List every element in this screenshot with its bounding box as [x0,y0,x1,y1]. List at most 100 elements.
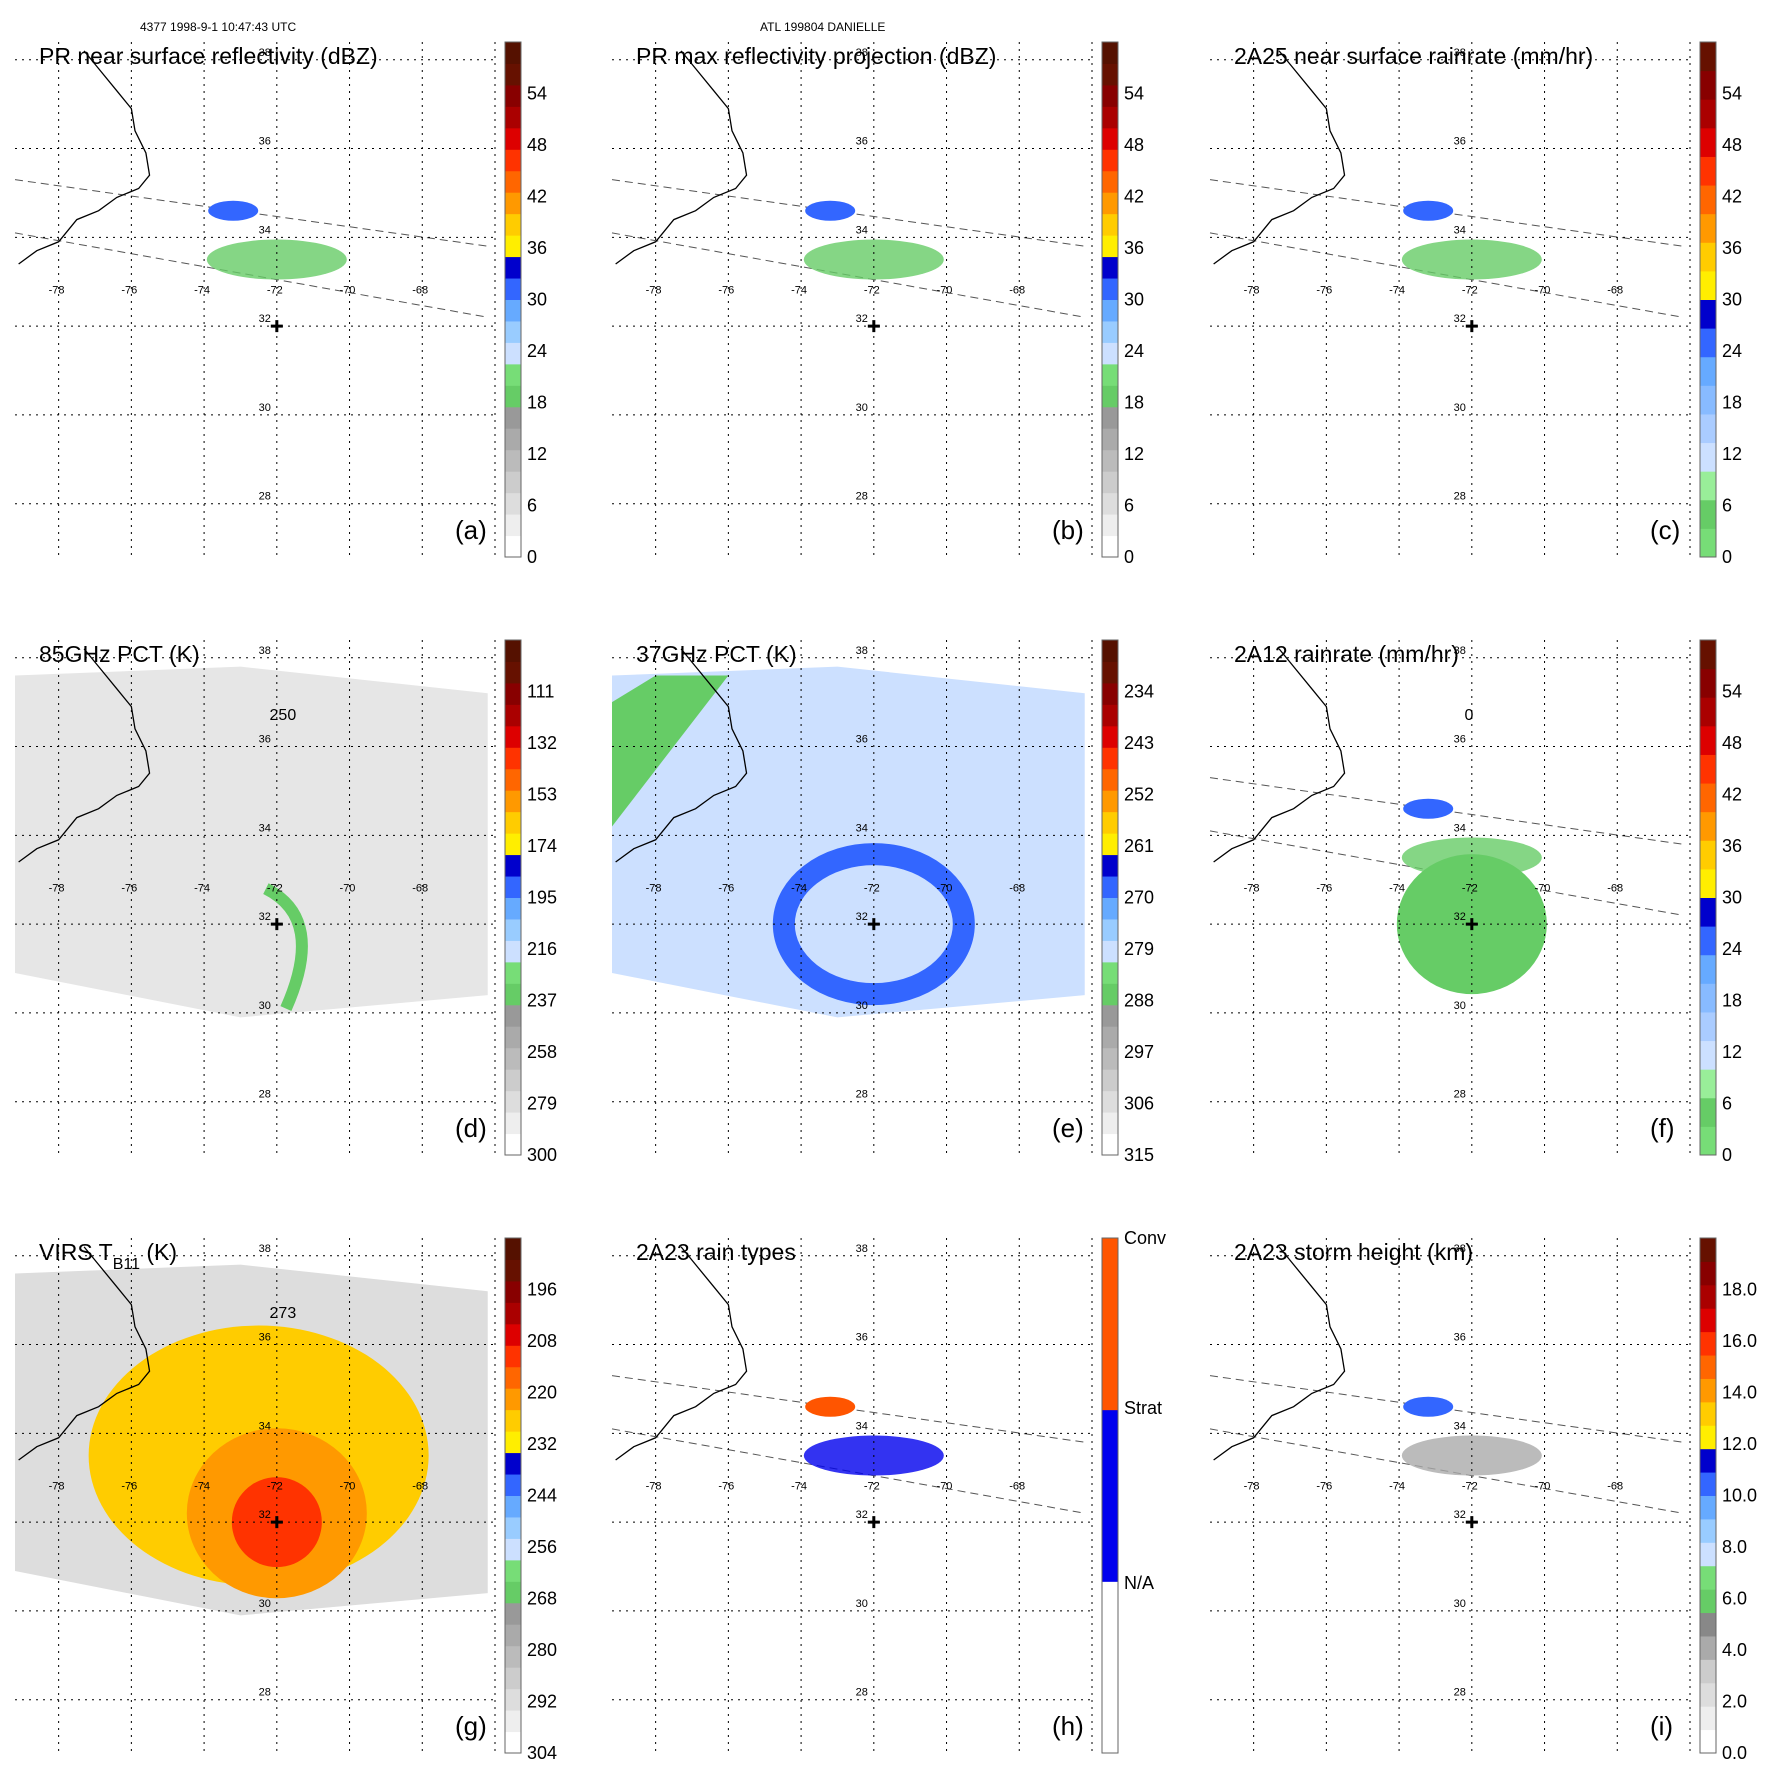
colorbar-swatch [1700,1238,1716,1262]
colorbar-swatch [1700,442,1716,472]
colorbar-swatch [1102,42,1118,64]
lat-label: 34 [259,822,271,834]
lon-label: -74 [194,883,210,895]
colorbar-swatch [505,385,521,408]
panel-title: PR near surface reflectivity (dBZ) [39,43,378,69]
panel-title: 2A23 storm height (km) [1234,1239,1473,1265]
lat-label: 28 [259,1089,271,1101]
colorbar-label: 0 [1722,1145,1732,1165]
colorbar-label: 24 [1124,341,1144,361]
colorbar-swatch [505,1302,521,1325]
lon-label: -70 [340,1481,356,1493]
colorbar-swatch [505,1559,521,1582]
lat-label: 30 [259,402,271,414]
colorbar-swatch [1700,528,1716,558]
contour-label: 0 [1465,707,1474,724]
colorbar-swatch [1102,385,1118,408]
colorbar-label: 16.0 [1722,1331,1757,1351]
colorbar-swatch [1102,790,1118,813]
lat-label: 36 [259,136,271,148]
colorbar: 0 6 12 18 24 30 36 42 48 54 [504,41,547,567]
colorbar-swatch [505,640,521,662]
colorbar-label: 300 [527,1145,557,1165]
lat-label: 30 [259,1598,271,1610]
colorbar-swatch [505,1624,521,1647]
colorbar-swatch [1700,1682,1716,1707]
colorbar-swatch [1102,213,1118,236]
colorbar-swatch [1700,213,1716,243]
colorbar-swatch [1102,406,1118,429]
lon-label: -76 [718,285,734,297]
colorbar-swatch [1102,833,1118,856]
storm-center-marker [1465,1516,1478,1529]
colorbar-label: 30 [1124,290,1144,310]
storm-info: ATL 199804 DANIELLE [760,20,886,34]
colorbar-swatch [1700,897,1716,927]
colorbar-swatch [505,940,521,963]
colorbar-swatch [1700,1261,1716,1286]
colorbar-label: 292 [527,1692,557,1712]
colorbar-swatch [1102,428,1118,451]
colorbar-swatch [1102,704,1118,727]
colorbar-swatch [1700,1472,1716,1496]
colorbar-swatch [1102,535,1118,558]
panel-title: PR max reflectivity projection (dBZ) [636,43,996,69]
colorbar-swatch [505,876,521,898]
lon-label: -68 [412,285,428,297]
colorbar-swatch [505,747,521,770]
lat-label: 34 [259,224,271,236]
lat-label: 28 [259,1687,271,1699]
colorbar-swatch [1102,256,1118,279]
colorbar-swatch [1102,1581,1118,1754]
panel-i: 38 36 34 32 30 28 -78 -76 -74 -72 -70 -68 2A23 storm… [1209,1237,1757,1763]
lat-label: 32 [1454,911,1466,923]
storm-center-marker [867,918,880,931]
colorbar-label: 10.0 [1722,1486,1757,1506]
colorbar-swatch [1700,1011,1716,1042]
colorbar-swatch [1700,640,1716,670]
lat-label: 28 [1454,1089,1466,1101]
colorbar-label: 54 [1722,84,1742,104]
colorbar-swatch [1700,1378,1716,1403]
lon-label: -78 [1244,1481,1260,1493]
colorbar-label: 18 [1124,393,1144,413]
storm-center-marker [1465,918,1478,931]
lon-label: -78 [49,883,65,895]
colorbar: 315 306 297 288 279 270 261 252 243 234 [1101,639,1154,1165]
lon-label: -74 [791,285,807,297]
colorbar-frame [504,41,522,558]
lon-label: -76 [718,1481,734,1493]
colorbar-swatch [1102,747,1118,770]
colorbar-label: 42 [1722,187,1742,207]
colorbar-label: 220 [527,1383,557,1403]
lat-label: 38 [1454,645,1466,657]
rain-cell [805,1396,856,1417]
colorbar-swatch [505,1026,521,1049]
colorbar-swatch [1700,242,1716,272]
colorbar-swatch [1700,1542,1716,1567]
colorbar-swatch [1102,1238,1118,1411]
lon-label: -72 [864,883,880,895]
colorbar-swatch [1102,940,1118,963]
colorbar-swatch [505,661,521,684]
colorbar-swatch [1102,449,1118,472]
lon-label: -70 [937,285,953,297]
colorbar-label: 208 [527,1331,557,1351]
colorbar-swatch [1102,897,1118,920]
colorbar: 0 6 12 18 24 30 36 42 48 54 [1101,41,1144,567]
colorbar-frame [1101,1237,1119,1754]
storm-center-marker [1465,320,1478,333]
colorbar-swatch [505,1366,521,1389]
colorbar-swatch [1700,99,1716,129]
colorbar-frame [1699,41,1717,558]
colorbar-swatch [1700,1284,1716,1309]
colorbar-label: 132 [527,733,557,753]
lon-label: -72 [267,285,283,297]
coastline [1213,1246,1346,1461]
colorbar-swatch [505,1495,521,1518]
lon-label: -68 [1009,1481,1025,1493]
storm-center-marker [270,918,283,931]
colorbar-swatch [505,1581,521,1604]
colorbar-swatch [1700,1659,1716,1684]
colorbar-swatch [505,428,521,451]
